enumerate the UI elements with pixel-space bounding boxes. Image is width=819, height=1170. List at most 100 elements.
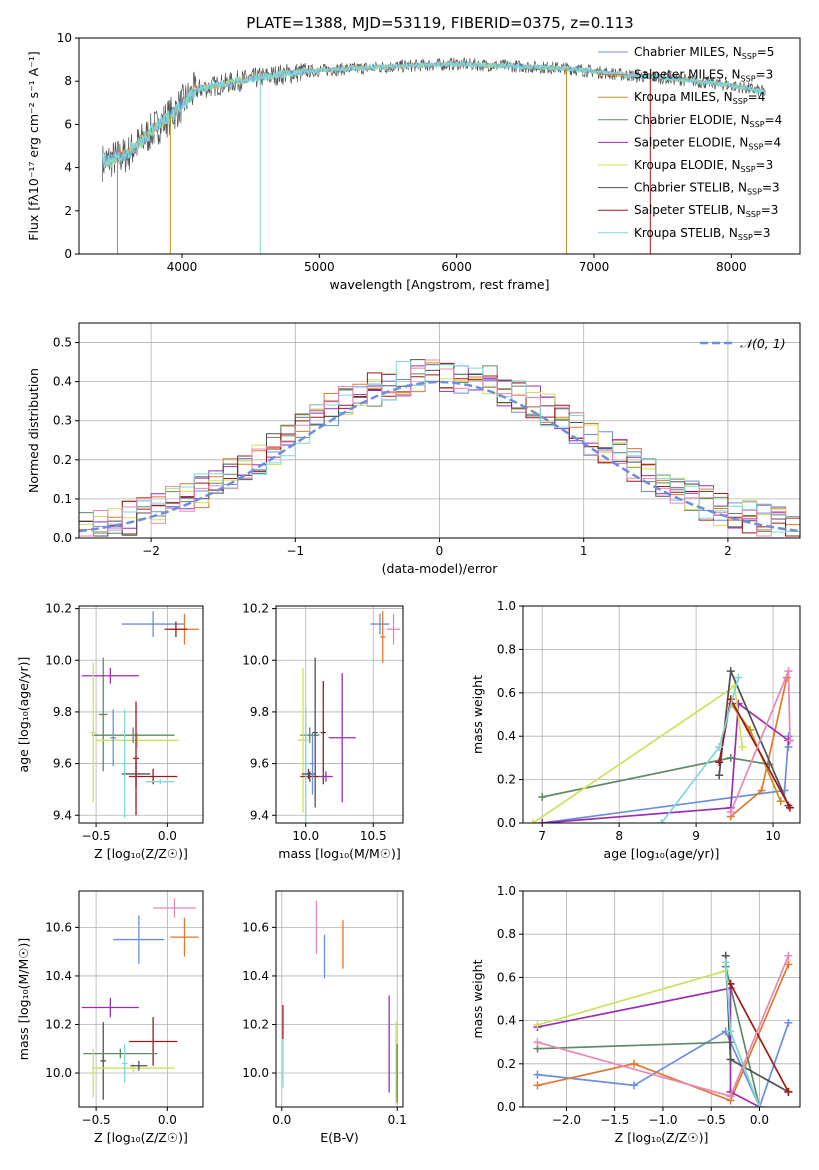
y-tick-label: 9.8 [250,705,269,719]
errorbar-point [130,1060,148,1071]
errorbar-point [91,727,175,743]
errorbar-point [91,1063,175,1074]
legend-subscript: SSP [738,233,753,242]
legend-value: =4 [748,90,766,104]
errorbar-point [380,611,386,663]
weight-line [537,987,760,1107]
weight-marker [726,1092,735,1101]
errorbar-point [309,732,316,795]
axes-weight-vs-Z: −2.0 −1.5 −1.0 −0.5 0.0 0.0 0.2 0.4 0.6 0.8 1.0 Z [… [470,884,801,1145]
x-axis-label: Z [log₁₀(Z/Z☉)] [94,1130,188,1145]
axes-spectrum: 4000 5000 6000 7000 8000 0 2 4 6 8 10 wavelength [A… [26,31,801,292]
y-tick-label: 4 [64,161,72,175]
weight-marker [529,819,538,823]
weight-marker [629,1059,638,1068]
legend-subscript: SSP [742,52,757,61]
y-tick-label: 9.6 [53,757,72,771]
y-tick-label: 0.0 [497,816,516,830]
y-axis-label: mass weight [470,675,485,754]
y-tick-label: 0.8 [497,927,516,941]
y-tick-label: 9.4 [250,808,269,822]
y-tick-label: 10.2 [242,602,269,616]
weight-marker [538,792,547,801]
y-axis-label: mass weight [470,959,485,1038]
legend-subscript: SSP [741,75,756,84]
y-tick-label: 10.2 [45,1017,72,1031]
weight-marker [726,1027,735,1036]
axes-frame [78,605,204,824]
axes-frame [78,37,801,255]
x-tick-label: 1 [580,544,588,558]
weight-marker [784,951,793,960]
x-tick-label: 10.5 [360,829,387,843]
weight-marker [533,1081,542,1090]
y-tick-label: 10 [57,31,72,45]
legend-label: Chabrier MILES, NSSP=5 [634,45,774,61]
axes-mass-vs-EBV: 0.0 0.1 10.0 10.2 10.4 10.6 E(B-V) [242,890,407,1145]
weight-marker [785,736,794,745]
plot-area-weight-vs-age [529,667,794,823]
errorbar-point [170,917,199,957]
legend-subscript: SSP [747,188,762,197]
x-tick-label: 0.0 [158,1113,177,1127]
legend-value: =3 [762,181,780,195]
plot-area-mass-vs-EBV [282,900,398,1105]
weight-marker [776,797,785,806]
x-axis-label: wavelength [Angstrom, rest frame] [329,277,549,292]
y-tick-label: 0 [64,247,72,261]
x-axis-label: Z [log₁₀(Z/Z☉)] [615,1130,709,1145]
x-tick-label: −0.5 [697,1113,726,1127]
errorbar-point [100,1022,107,1100]
x-tick-label: −1.0 [648,1113,677,1127]
axes-front-age-vs-Z: −0.5 0.0 9.4 9.6 9.8 10.0 10.2 Z [log₁₀(Z/Z☉)] a… [16,602,204,861]
axes-frame [275,890,404,1108]
legend-value: =5 [757,45,775,59]
y-tick-label: 8 [64,74,72,88]
errorbar-point [153,898,196,918]
x-tick-label: −2.0 [552,1113,581,1127]
weight-marker [784,1087,793,1096]
errorbar-point [121,709,128,818]
normal-reference-curve [79,380,800,533]
y-tick-label: 10.0 [242,1066,269,1080]
legend-value: =4 [765,113,783,127]
x-tick-label: 4000 [167,260,198,274]
y-tick-label: 0.6 [497,686,516,700]
weight-marker [734,673,743,682]
y-tick-label: 0.3 [53,414,72,428]
weight-marker [657,819,666,823]
x-tick-label: 9 [692,829,700,843]
plot-area-spectrum [101,56,766,254]
y-tick-label: 10.4 [45,969,72,983]
axes-front-weight-vs-age: 7 8 9 10 0.0 0.2 0.4 0.6 0.8 1.0 age [log₁₀(age/yr… [470,599,801,861]
y-tick-label: 0.4 [497,729,516,743]
weight-marker [726,1055,735,1064]
y-tick-label: 1.0 [497,599,516,613]
errorbar-point [121,1043,128,1083]
x-tick-label: −1.5 [600,1113,629,1127]
errorbar-point [90,662,97,803]
weight-marker [715,771,724,780]
weight-marker [726,753,735,762]
errorbar-point [83,1048,158,1059]
y-tick-label: 10.2 [242,1017,269,1031]
x-axis-label: (data-model)/error [382,561,499,576]
weight-marker [715,743,724,752]
axes-frame [522,890,801,1108]
errorbar-point [297,668,309,813]
weight-marker [785,803,794,812]
weight-line [729,983,790,1093]
weight-marker [784,1018,793,1027]
x-tick-label: 0 [436,544,444,558]
x-tick-label: 2 [724,544,732,558]
y-tick-label: 9.6 [250,757,269,771]
weight-marker [734,699,743,708]
x-tick-label: 5000 [304,260,335,274]
errorbar-point [133,701,139,816]
plot-area-mass-vs-Z [81,898,199,1100]
axes-front-spectrum: 4000 5000 6000 7000 8000 0 2 4 6 8 10 wavelength [A… [26,31,801,292]
y-tick-label: 9.4 [53,808,72,822]
errorbar-point [386,613,401,645]
y-tick-label: 0.5 [53,336,72,350]
